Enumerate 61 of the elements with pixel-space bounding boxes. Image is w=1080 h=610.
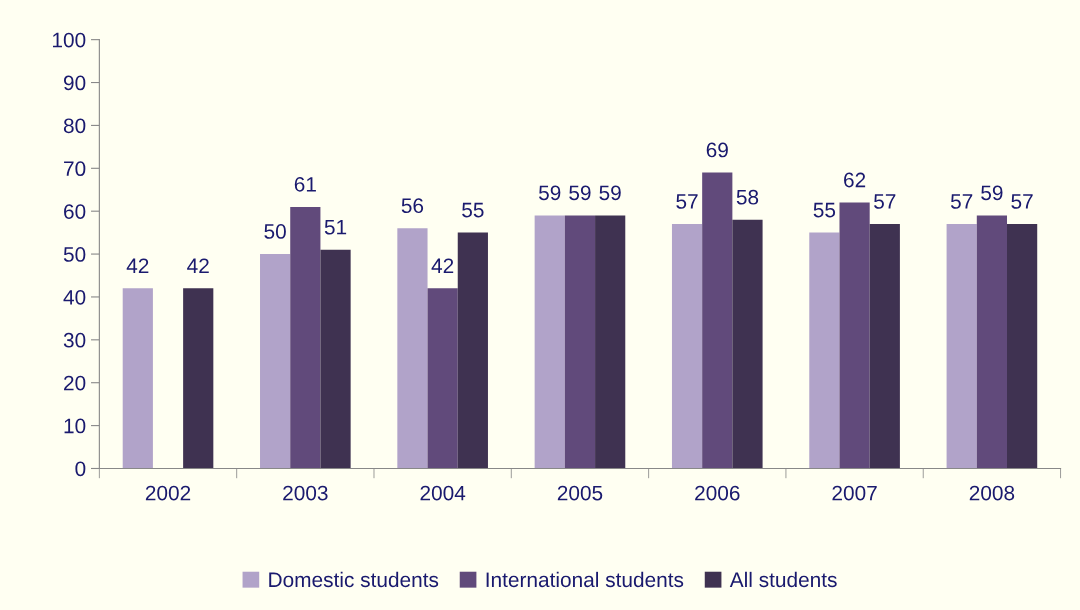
- bar: [809, 232, 840, 469]
- data-label: 69: [706, 142, 728, 158]
- bar: [534, 215, 565, 469]
- data-label: 42: [126, 258, 149, 273]
- x-tick-label: 2004: [420, 485, 466, 501]
- x-tick-label: 2005: [557, 485, 603, 501]
- y-tick-label: 40: [63, 289, 86, 305]
- data-label: 59: [981, 185, 1003, 201]
- bar: [702, 172, 733, 469]
- data-label: 61: [294, 176, 316, 192]
- bar: [290, 206, 321, 469]
- legend-label: Domestic students: [269, 571, 439, 588]
- data-label: 57: [950, 194, 973, 209]
- data-label: 58: [736, 189, 759, 205]
- bar: [839, 202, 870, 469]
- x-tick-label: 2008: [969, 485, 1015, 501]
- data-label: 57: [676, 194, 698, 209]
- data-label: 59: [569, 185, 591, 201]
- data-label: 51: [324, 220, 347, 235]
- bar: [320, 249, 351, 469]
- x-tick-label: 2003: [283, 485, 328, 501]
- legend-label: All students: [729, 571, 837, 588]
- y-tick-label: 80: [63, 118, 86, 134]
- bar: [564, 215, 596, 469]
- bar: [122, 288, 153, 469]
- data-label: 56: [401, 198, 424, 214]
- data-label: 59: [599, 185, 621, 201]
- bar: [427, 288, 458, 469]
- y-tick-label: 90: [63, 75, 86, 91]
- y-tick-label: 30: [63, 332, 86, 348]
- y-tick-label: 20: [64, 375, 86, 391]
- data-label: 62: [844, 172, 866, 188]
- bar: [1007, 224, 1038, 469]
- data-label: 57: [874, 194, 896, 209]
- bar: [671, 224, 703, 469]
- legend-label: International students: [486, 571, 684, 588]
- data-label: 55: [813, 202, 836, 218]
- bar: [260, 254, 291, 469]
- bar: [595, 215, 626, 469]
- data-label: 42: [431, 258, 454, 273]
- bar: [869, 224, 900, 469]
- bar: [732, 219, 763, 469]
- data-label: 42: [187, 258, 209, 273]
- data-label: 57: [1011, 194, 1033, 209]
- data-label: 55: [462, 202, 484, 218]
- y-tick-label: 0: [75, 461, 86, 477]
- bar: [457, 232, 488, 469]
- x-tick-label: 2002: [145, 485, 191, 501]
- y-tick-label: 10: [64, 418, 86, 434]
- y-tick-label: 50: [63, 247, 86, 262]
- data-label: 59: [539, 185, 561, 201]
- y-tick-label: 100: [53, 32, 86, 48]
- x-tick-label: 2006: [695, 485, 740, 501]
- bar: [976, 215, 1008, 469]
- x-tick-label: 2007: [832, 485, 877, 501]
- bar: [946, 224, 977, 469]
- y-tick-label: 60: [64, 204, 86, 219]
- bar: [183, 288, 214, 469]
- y-tick-label: 70: [64, 161, 86, 177]
- data-label: 50: [264, 224, 286, 239]
- bar: [397, 228, 428, 469]
